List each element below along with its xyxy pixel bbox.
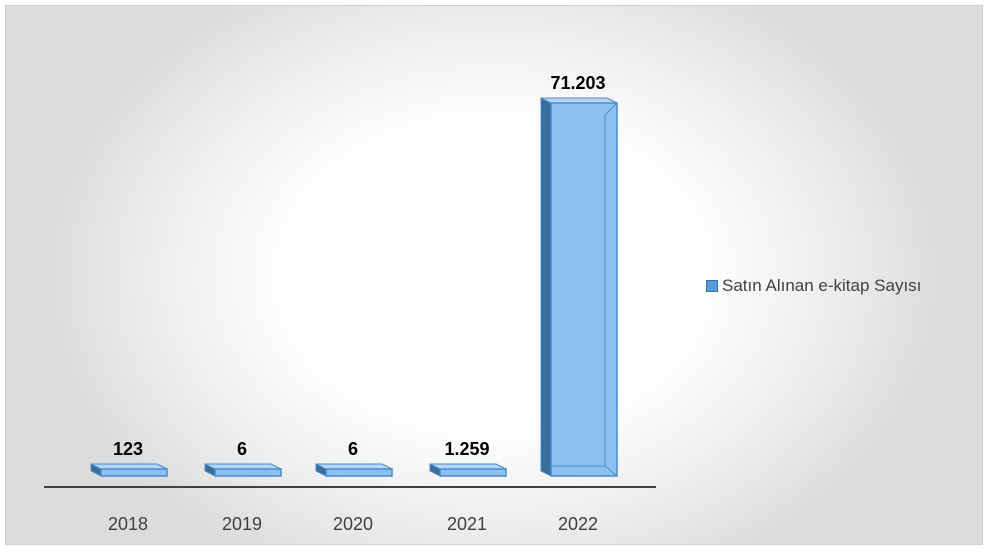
- bar-front: [214, 468, 282, 477]
- bar-2020: [315, 463, 393, 477]
- bar-2019: [204, 463, 282, 477]
- bar-bevel-bottom: [604, 465, 618, 477]
- x-tick-label-2021: 2021: [447, 514, 487, 534]
- bar-2018: [90, 463, 168, 477]
- legend-swatch: [706, 280, 718, 292]
- x-tick-label-2022: 2022: [558, 514, 598, 534]
- bar-front: [100, 468, 168, 477]
- bar-front: [550, 102, 618, 477]
- bar-side: [540, 97, 552, 477]
- bar-chart: 123 2018 6 2019 6 2020 1.259 2021 71.203 2022: [44, 73, 656, 534]
- legend: Satın Alınan e-kitap Sayısı: [706, 276, 921, 296]
- data-label-2018: 123: [113, 439, 143, 459]
- x-tick-label-2018: 2018: [108, 514, 148, 534]
- x-tick-label-2020: 2020: [333, 514, 373, 534]
- bar-2021: [429, 463, 507, 477]
- data-label-2022: 71.203: [550, 73, 605, 93]
- data-label-2019: 6: [237, 439, 247, 459]
- legend-label: Satın Alınan e-kitap Sayısı: [722, 276, 922, 295]
- bar-bevel-top: [604, 102, 618, 116]
- bar-2022: [540, 97, 618, 477]
- data-label-2021: 1.259: [444, 439, 489, 459]
- x-tick-label-2019: 2019: [222, 514, 262, 534]
- bar-front: [325, 468, 393, 477]
- data-label-2020: 6: [348, 439, 358, 459]
- bar-front: [439, 468, 507, 477]
- chart-area: 123 2018 6 2019 6 2020 1.259 2021 71.203 2022 Sat…: [5, 5, 983, 545]
